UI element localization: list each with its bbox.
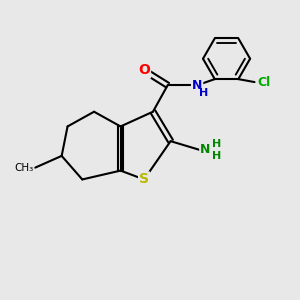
Text: S: S [139, 172, 149, 186]
Text: N: N [192, 79, 202, 92]
Text: O: O [138, 64, 150, 77]
Text: H: H [199, 88, 208, 98]
Text: Cl: Cl [257, 76, 271, 88]
Text: H: H [212, 152, 221, 161]
Text: H: H [212, 139, 221, 148]
Text: N: N [200, 143, 211, 157]
Text: CH₃: CH₃ [14, 163, 34, 173]
